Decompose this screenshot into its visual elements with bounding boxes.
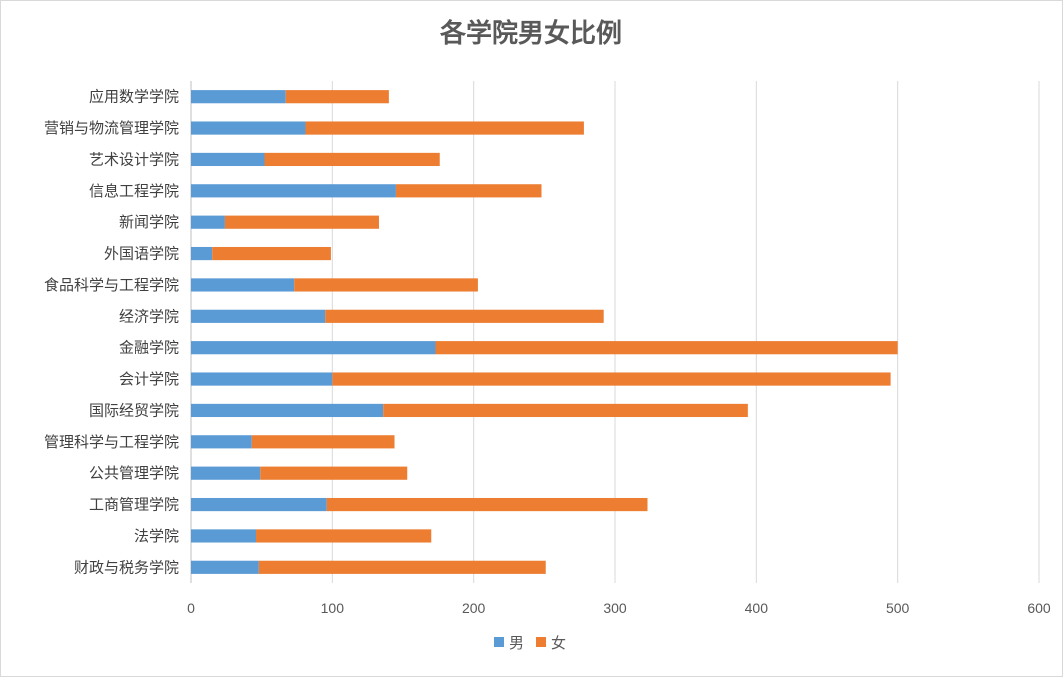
bar-segment xyxy=(326,497,648,512)
category-label: 外国语学院 xyxy=(104,245,179,263)
x-tick-label: 200 xyxy=(462,600,486,616)
category-label: 新闻学院 xyxy=(119,213,179,231)
bar-segment xyxy=(435,341,898,355)
bar-segment xyxy=(224,215,379,229)
legend-label: 男 xyxy=(509,634,524,652)
bar-segment xyxy=(191,341,436,355)
bar-segment xyxy=(332,372,891,386)
x-tick-labels: 0 100 200 300 400 500 600 xyxy=(187,600,1051,616)
category-label: 食品科学与工程学院 xyxy=(44,276,179,294)
category-label: 管理科学与工程学院 xyxy=(44,433,179,451)
bar-segment xyxy=(383,403,748,418)
bar-segment xyxy=(212,246,331,261)
legend: 男女 xyxy=(494,634,566,652)
x-tick-label: 300 xyxy=(603,600,627,616)
legend-swatch xyxy=(536,637,546,647)
category-label: 工商管理学院 xyxy=(89,496,179,514)
bar-segment xyxy=(191,246,213,261)
bar-segment xyxy=(191,90,286,104)
x-tick-label: 100 xyxy=(321,600,345,616)
bar-segment xyxy=(191,403,384,418)
bars xyxy=(191,90,898,574)
legend-swatch xyxy=(494,637,504,647)
chart-title: 各学院男女比例 xyxy=(439,18,622,49)
category-label: 经济学院 xyxy=(119,307,179,325)
bar-segment xyxy=(256,529,432,543)
x-tick-label: 400 xyxy=(745,600,769,616)
category-label: 应用数学学院 xyxy=(89,88,179,106)
category-label: 营销与物流管理学院 xyxy=(44,119,179,137)
category-label: 艺术设计学院 xyxy=(89,150,179,168)
bar-segment xyxy=(191,184,396,198)
x-tick-label: 500 xyxy=(886,600,910,616)
bar-segment xyxy=(264,152,440,167)
bar-segment xyxy=(191,278,295,292)
bar-segment xyxy=(305,121,584,135)
bar-segment xyxy=(191,560,259,574)
bar-segment xyxy=(191,309,326,323)
bar-segment xyxy=(191,215,225,229)
category-label: 法学院 xyxy=(134,527,179,545)
bar-segment xyxy=(258,560,546,574)
category-label: 公共管理学院 xyxy=(89,464,179,482)
bar-segment xyxy=(191,497,327,512)
bar-segment xyxy=(285,90,389,104)
category-label: 金融学院 xyxy=(119,339,179,357)
bar-segment xyxy=(294,278,478,292)
category-label: 财政与税务学院 xyxy=(74,558,179,576)
bar-segment xyxy=(191,372,333,386)
category-label: 信息工程学院 xyxy=(89,182,179,200)
x-tick-label: 0 xyxy=(187,600,195,616)
category-labels: 应用数学学院营销与物流管理学院艺术设计学院信息工程学院新闻学院外国语学院食品科学… xyxy=(44,88,179,577)
bar-segment xyxy=(191,152,265,167)
bar-segment xyxy=(191,529,257,543)
bar-segment xyxy=(191,121,306,135)
x-tick-label: 600 xyxy=(1027,600,1051,616)
bar-segment xyxy=(191,435,252,449)
bar-segment xyxy=(395,184,542,198)
bar-segment xyxy=(325,309,604,323)
category-label: 国际经贸学院 xyxy=(89,401,179,419)
bar-segment xyxy=(260,466,408,480)
category-label: 会计学院 xyxy=(119,370,179,388)
legend-label: 女 xyxy=(551,634,566,652)
bar-segment xyxy=(251,435,395,449)
bar-segment xyxy=(191,466,261,480)
